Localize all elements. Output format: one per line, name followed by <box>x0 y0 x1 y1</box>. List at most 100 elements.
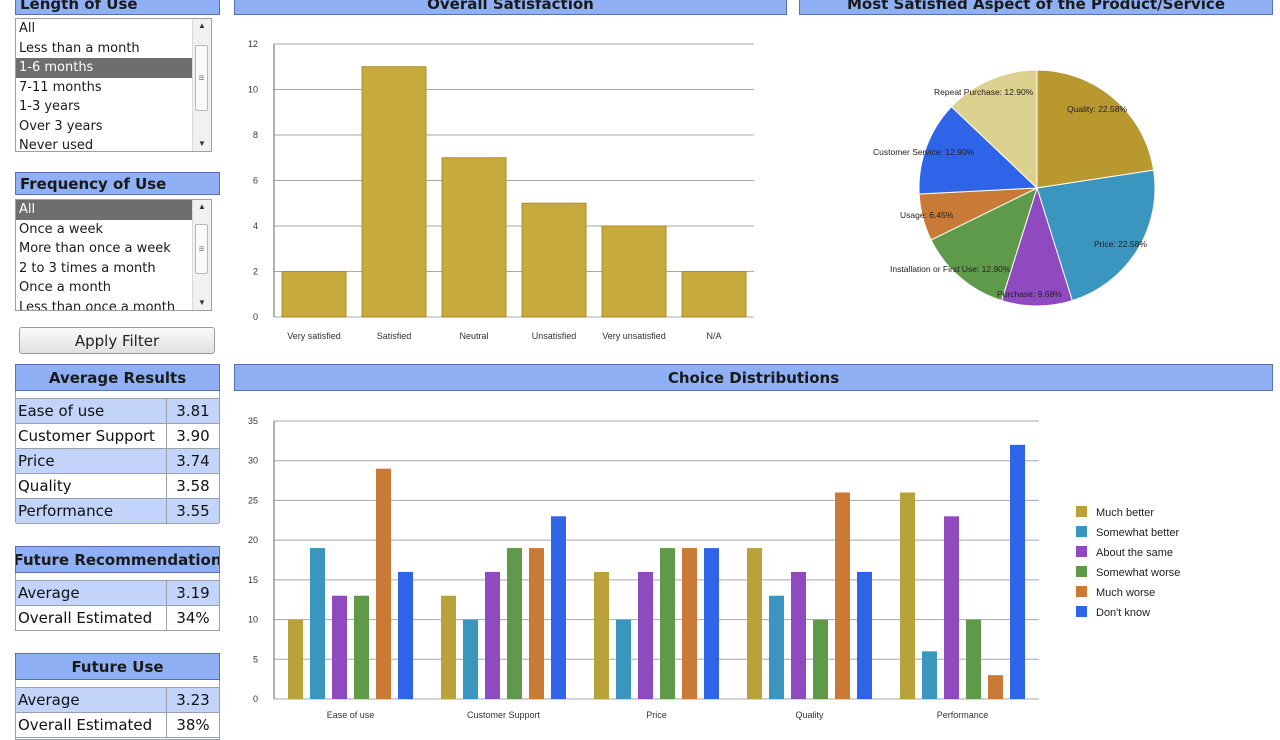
bar <box>594 571 609 699</box>
table-row: Ease of use 3.81 <box>16 399 219 424</box>
pie-slice <box>950 69 1038 190</box>
apply-filter-label: Apply Filter <box>74 331 160 350</box>
bar <box>966 619 981 699</box>
future-recommendation-title: Future Recommendation <box>15 550 220 569</box>
row-value: 3.58 <box>176 477 210 495</box>
legend-swatch <box>1076 566 1087 577</box>
scroll-up-icon[interactable]: ▲ <box>198 202 206 211</box>
frequency-of-use-option[interactable]: All <box>16 200 193 220</box>
length-of-use-option[interactable]: All <box>19 21 36 36</box>
legend-swatch <box>1076 586 1087 597</box>
y-tick-label: 0 <box>253 694 258 704</box>
table-row: Average 3.23 <box>16 688 219 713</box>
y-tick-label: 10 <box>248 85 258 95</box>
y-tick-label: 2 <box>253 267 258 277</box>
average-results-header: Average Results <box>15 364 220 391</box>
length-of-use-option[interactable]: 1-6 months <box>16 58 193 78</box>
length-of-use-option[interactable]: Over 3 years <box>19 118 103 134</box>
length-of-use-title: Length of Use <box>20 0 138 13</box>
y-tick-label: 25 <box>248 495 258 505</box>
row-value: 3.74 <box>176 452 210 470</box>
table-row: Quality 3.58 <box>16 474 219 499</box>
bar <box>791 571 806 699</box>
bar <box>922 651 937 699</box>
bar <box>747 548 762 699</box>
row-label: Average <box>16 688 167 712</box>
scroll-thumb[interactable]: ≡ <box>195 45 208 111</box>
bar <box>601 225 667 318</box>
pie-slice <box>1036 69 1155 189</box>
x-tick-label: Satisfied <box>377 331 412 341</box>
y-tick-label: 20 <box>248 535 258 545</box>
frequency-of-use-scrollbar[interactable]: ▲ ≡ ▼ <box>192 200 211 310</box>
pie-label: Purchase: 9.68% <box>997 289 1062 299</box>
bar <box>681 271 747 318</box>
bar <box>310 548 325 699</box>
y-tick-label: 10 <box>248 615 258 625</box>
future-use-title: Future Use <box>71 657 164 676</box>
bar <box>441 157 507 318</box>
bar <box>638 571 653 699</box>
length-of-use-option[interactable]: 7-11 months <box>19 79 102 95</box>
length-of-use-listbox[interactable]: All Less than a month 1-6 months 7-11 month… <box>15 18 212 152</box>
x-tick-label: Unsatisfied <box>532 331 577 341</box>
frequency-of-use-title: Frequency of Use <box>20 174 167 193</box>
y-tick-label: 5 <box>253 654 258 664</box>
bar <box>769 595 784 699</box>
row-label: Quality <box>16 474 167 498</box>
pie-label: Customer Service: 12.90% <box>873 147 975 157</box>
bar <box>398 571 413 699</box>
frequency-of-use-listbox[interactable]: All Once a week More than once a week 2 to … <box>15 199 212 311</box>
table-row: Performance 3.55 <box>16 499 219 524</box>
length-of-use-scrollbar[interactable]: ▲ ≡ ▼ <box>192 19 211 151</box>
legend-swatch <box>1076 546 1087 557</box>
choice-distributions-title: Choice Distributions <box>667 368 840 387</box>
row-value: 3.19 <box>176 584 210 602</box>
overall-satisfaction-title: Overall Satisfaction <box>427 0 594 13</box>
future-recommendation-table: Average 3.19 Overall Estimated 34% <box>15 573 220 631</box>
length-of-use-option[interactable]: Never used <box>19 138 94 151</box>
pie-label: Price: 22.58% <box>1094 239 1147 249</box>
legend-swatch <box>1076 526 1087 537</box>
y-tick-label: 6 <box>253 176 258 186</box>
scroll-down-icon[interactable]: ▼ <box>198 139 206 148</box>
frequency-of-use-option[interactable]: Once a month <box>19 280 112 295</box>
legend-label: Much worse <box>1096 587 1155 599</box>
scroll-thumb[interactable]: ≡ <box>195 224 208 274</box>
legend-swatch <box>1076 506 1087 517</box>
x-tick-label: Quality <box>795 710 824 720</box>
frequency-of-use-option[interactable]: 2 to 3 times a month <box>19 260 156 276</box>
frequency-of-use-option[interactable]: Less than once a month <box>19 299 176 311</box>
most-satisfied-aspect-header: Most Satisfied Aspect of the Product/Ser… <box>799 0 1273 15</box>
bar <box>281 271 347 318</box>
pie-slice <box>918 105 1039 195</box>
legend-label: Somewhat worse <box>1096 567 1180 579</box>
bar <box>529 548 544 699</box>
apply-filter-button[interactable]: Apply Filter <box>19 327 215 354</box>
frequency-of-use-option[interactable]: More than once a week <box>19 241 171 256</box>
row-label: Overall Estimated <box>16 713 167 737</box>
bar <box>463 619 478 699</box>
y-tick-label: 0 <box>253 312 258 322</box>
row-label: Ease of use <box>16 399 167 423</box>
row-value: 3.23 <box>176 691 210 709</box>
bar <box>521 202 587 318</box>
pie-label: Usage: 6.45% <box>900 210 954 220</box>
future-recommendation-header: Future Recommendation <box>15 546 220 573</box>
length-of-use-header: Length of Use <box>15 0 220 15</box>
bar <box>704 548 719 699</box>
table-row: Average 3.19 <box>16 581 219 606</box>
row-value: 38% <box>176 716 210 734</box>
most-satisfied-aspect-title: Most Satisfied Aspect of the Product/Ser… <box>846 0 1225 13</box>
x-tick-label: Ease of use <box>327 710 375 720</box>
y-tick-label: 35 <box>248 416 258 426</box>
scroll-down-icon[interactable]: ▼ <box>198 298 206 307</box>
choice-distributions-header: Choice Distributions <box>234 364 1273 391</box>
length-of-use-option[interactable]: Less than a month <box>19 40 140 56</box>
scroll-up-icon[interactable]: ▲ <box>198 21 206 30</box>
bar <box>857 571 872 699</box>
legend-label: Much better <box>1096 507 1154 519</box>
frequency-of-use-option[interactable]: Once a week <box>19 221 104 237</box>
legend-label: Don't know <box>1096 607 1150 619</box>
length-of-use-option[interactable]: 1-3 years <box>19 99 81 114</box>
